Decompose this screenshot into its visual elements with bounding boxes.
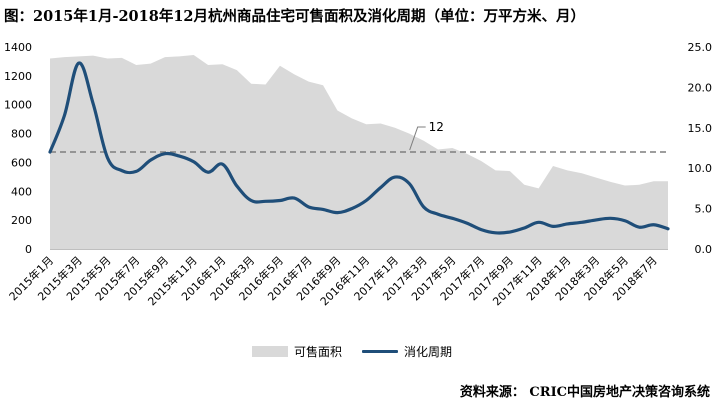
y-left-tick-label: 1000 xyxy=(4,99,32,112)
y-right-tick-label: 20.0 xyxy=(688,81,713,94)
y-right-tick-label: 25.0 xyxy=(688,41,713,54)
y-left-tick-label: 400 xyxy=(11,185,32,198)
reference-line-label: 12 xyxy=(429,120,444,134)
source-note: 资料来源： CRIC中国房地产决策咨询系统 xyxy=(459,385,710,400)
legend-swatch-line xyxy=(362,350,399,353)
y-right-tick-label: 10.0 xyxy=(688,162,713,175)
y-left-tick-label: 1400 xyxy=(4,41,32,54)
y-left-tick-label: 1200 xyxy=(4,70,32,83)
y-left-tick-label: 800 xyxy=(11,128,32,141)
chart-canvas: 0 200 400 600 800 1000 1200 1400 0.0 5.0 10.0 15.0… xyxy=(4,41,713,308)
chart-title: 图：2015年1月-2018年12月杭州商品住宅可售面积及消化周期（单位：万平方… xyxy=(4,8,585,25)
y-left-tick-label: 0 xyxy=(25,243,32,256)
reference-label-leader xyxy=(409,126,426,151)
legend-label-line: 消化周期 xyxy=(404,345,453,359)
y-right-tick-label: 15.0 xyxy=(688,122,713,135)
chart-legend: 可售面积 消化周期 xyxy=(252,343,452,360)
y-left-tick-label: 200 xyxy=(11,214,32,227)
legend-label-area: 可售面积 xyxy=(294,345,343,359)
line-series-absorption-period xyxy=(48,61,670,235)
y-right-tick-label: 5.0 xyxy=(695,203,713,216)
y-right-tick-label: 0.0 xyxy=(695,243,713,256)
y-left-tick-label: 600 xyxy=(11,156,32,169)
legend-swatch-area xyxy=(252,346,288,357)
area-series-available-stock xyxy=(50,54,668,249)
